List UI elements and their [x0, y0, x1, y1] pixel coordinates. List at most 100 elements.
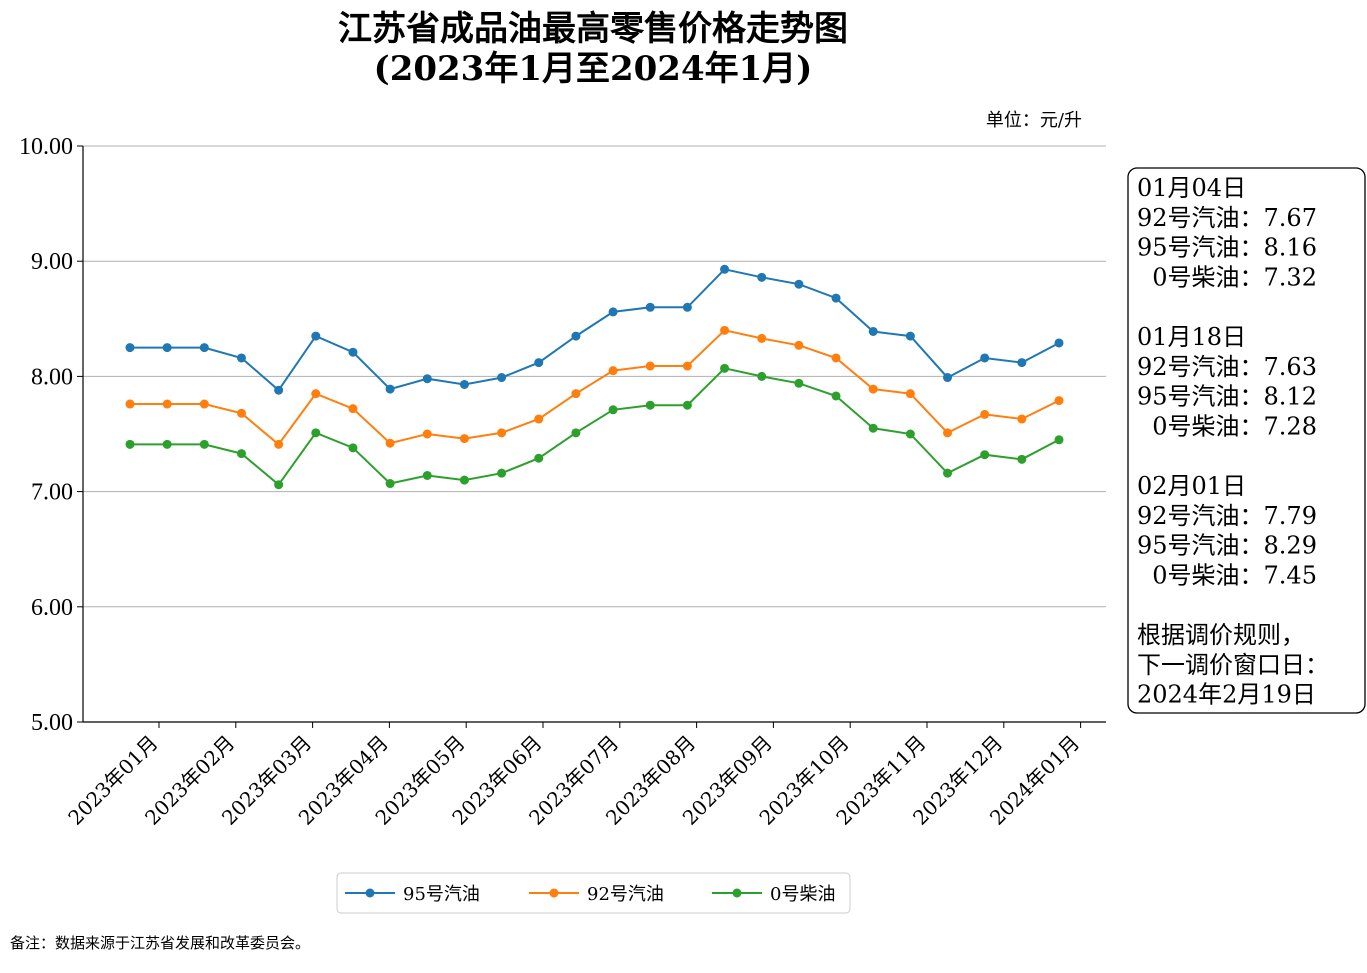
- data-point: [980, 450, 990, 460]
- y-tick-label: 10.00: [19, 134, 73, 160]
- data-point: [311, 331, 321, 341]
- data-point: [162, 343, 172, 353]
- data-point: [459, 379, 469, 389]
- info-box-line: 92号汽油：7.67: [1137, 204, 1317, 232]
- info-box-line: 01月04日: [1137, 174, 1246, 202]
- data-point: [794, 378, 804, 388]
- data-point: [1017, 358, 1027, 368]
- data-point: [311, 389, 321, 399]
- info-box-line: 92号汽油：7.63: [1137, 353, 1317, 381]
- data-point: [385, 384, 395, 394]
- data-point: [125, 399, 135, 409]
- data-point: [943, 373, 953, 383]
- chart-title-line2: (2023年1月至2024年1月): [374, 49, 813, 89]
- data-point: [720, 325, 730, 335]
- legend-label: 0号柴油: [770, 884, 835, 905]
- data-point: [422, 470, 432, 480]
- data-point: [1054, 435, 1064, 445]
- unit-label: 单位：元/升: [986, 110, 1082, 131]
- data-point: [459, 434, 469, 444]
- y-tick-label: 5.00: [31, 710, 73, 736]
- info-box-line: 下一调价窗口日：: [1137, 651, 1329, 679]
- data-point: [943, 428, 953, 438]
- info-box-line: 根据调价规则，: [1137, 621, 1305, 649]
- data-point: [868, 384, 878, 394]
- data-point: [757, 371, 767, 381]
- data-point: [422, 374, 432, 384]
- data-point: [236, 353, 246, 363]
- data-point: [1054, 338, 1064, 348]
- y-tick-label: 9.00: [31, 249, 73, 275]
- data-point: [236, 449, 246, 459]
- data-point: [831, 353, 841, 363]
- data-point: [868, 423, 878, 433]
- data-point: [274, 439, 284, 449]
- data-point: [831, 293, 841, 303]
- data-point: [720, 363, 730, 373]
- legend-marker: [365, 888, 375, 898]
- data-point: [385, 479, 395, 489]
- y-tick-label: 8.00: [31, 364, 73, 390]
- data-point: [571, 331, 581, 341]
- info-box-line: 92号汽油：7.79: [1137, 502, 1317, 530]
- data-point: [682, 400, 692, 410]
- data-point: [608, 366, 618, 376]
- x-axis-ticks: 2023年01月2023年02月2023年03月2023年04月2023年05月…: [63, 722, 1084, 830]
- data-point: [459, 475, 469, 485]
- info-box-frame: [1127, 167, 1366, 714]
- data-point: [905, 389, 915, 399]
- data-point: [1017, 454, 1027, 464]
- y-tick-label: 7.00: [31, 480, 73, 506]
- series-1: [125, 264, 1064, 395]
- legend-frame: [336, 872, 851, 914]
- data-point: [868, 326, 878, 336]
- axes: [82, 146, 1106, 723]
- data-point: [682, 302, 692, 312]
- info-box-line: 95号汽油：8.29: [1137, 532, 1317, 560]
- legend-marker: [549, 888, 559, 898]
- data-point: [534, 414, 544, 424]
- y-tick-label: 6.00: [31, 595, 73, 621]
- data-point: [943, 468, 953, 478]
- data-point: [385, 438, 395, 448]
- footnote: 备注：数据来源于江苏省发展和改革委员会。: [10, 934, 310, 952]
- legend-marker: [732, 888, 742, 898]
- info-box-line: 2024年2月19日: [1137, 681, 1316, 709]
- info-box-line: 02月01日: [1137, 472, 1246, 500]
- legend-label: 95号汽油: [403, 884, 480, 905]
- data-point: [608, 307, 618, 317]
- data-point: [571, 428, 581, 438]
- data-point: [1017, 414, 1027, 424]
- data-point: [125, 343, 135, 353]
- data-point: [1054, 396, 1064, 406]
- series-line: [130, 329, 1060, 446]
- data-point: [645, 400, 655, 410]
- series-2: [125, 325, 1064, 449]
- series-group: [125, 264, 1064, 490]
- data-point: [571, 389, 581, 399]
- data-point: [682, 361, 692, 371]
- data-point: [794, 340, 804, 350]
- data-point: [720, 264, 730, 274]
- data-point: [497, 468, 507, 478]
- data-point: [162, 439, 172, 449]
- data-point: [348, 347, 358, 357]
- data-point: [757, 272, 767, 282]
- info-box-line: 0号柴油：7.28: [1137, 412, 1317, 440]
- data-point: [199, 439, 209, 449]
- data-point: [534, 453, 544, 463]
- data-point: [236, 408, 246, 418]
- data-point: [757, 333, 767, 343]
- data-point: [162, 399, 172, 409]
- data-point: [645, 361, 655, 371]
- data-point: [831, 391, 841, 401]
- data-point: [125, 439, 135, 449]
- data-point: [608, 405, 618, 415]
- info-box-line: 01月18日: [1137, 323, 1246, 351]
- chart-title-line1: 江苏省成品油最高零售价格走势图: [338, 9, 848, 49]
- data-point: [422, 429, 432, 439]
- data-point: [905, 331, 915, 341]
- data-point: [348, 404, 358, 414]
